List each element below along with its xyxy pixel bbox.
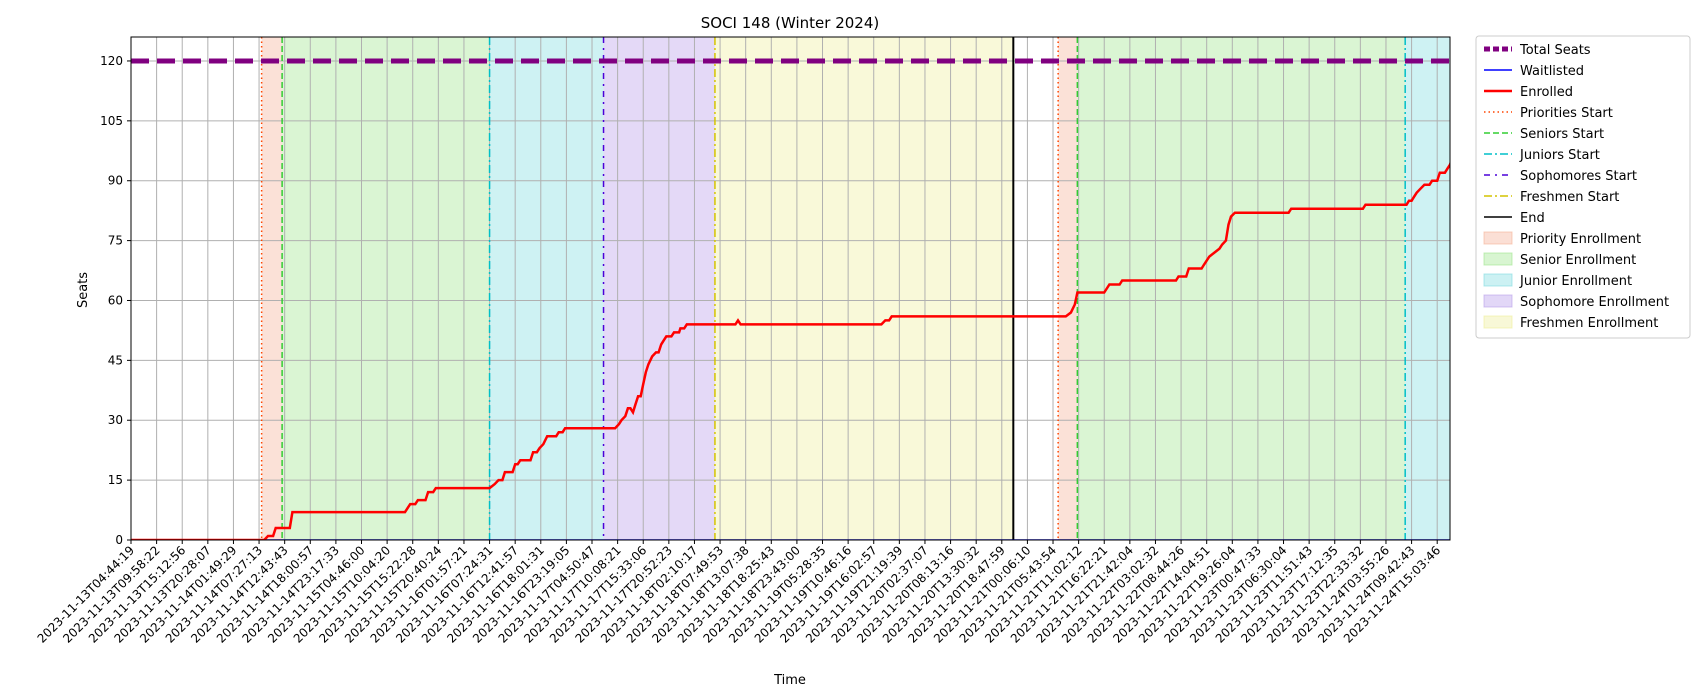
phase-region-0 bbox=[261, 37, 283, 540]
phase-markers bbox=[260, 37, 1406, 540]
y-tick-label-7: 105 bbox=[100, 114, 123, 128]
legend-label-senior-enrollment: Senior Enrollment bbox=[1520, 253, 1636, 268]
phase-region-2 bbox=[489, 37, 604, 540]
legend-label-total-seats: Total Seats bbox=[1519, 43, 1591, 58]
x-axis-title: Time bbox=[773, 673, 806, 688]
y-tick-label-3: 45 bbox=[108, 353, 123, 367]
legend-label-end: End bbox=[1520, 211, 1545, 226]
y-tick-label-6: 90 bbox=[108, 174, 123, 188]
legend-label-waitlisted: Waitlisted bbox=[1520, 64, 1584, 79]
y-tick-label-1: 15 bbox=[108, 473, 123, 487]
phase-region-3 bbox=[603, 37, 715, 540]
y-tick-label-8: 120 bbox=[100, 54, 123, 68]
legend-swatch-junior-enrollment bbox=[1483, 273, 1513, 287]
legend-label-freshmen-start: Freshmen Start bbox=[1520, 190, 1619, 205]
y-tick-label-4: 60 bbox=[108, 293, 123, 307]
legend: Total Seats Waitlisted Enrolled Priorities … bbox=[1475, 35, 1691, 339]
series bbox=[131, 58, 1450, 540]
y-tick-label-2: 30 bbox=[108, 413, 123, 427]
legend-label-junior-enrollment: Junior Enrollment bbox=[1519, 274, 1632, 289]
legend-label-freshmen-enrollment: Freshmen Enrollment bbox=[1520, 316, 1658, 331]
legend-label-seniors-start: Seniors Start bbox=[1520, 127, 1604, 142]
y-tick-label-5: 75 bbox=[108, 234, 123, 248]
chart-title: SOCI 148 (Winter 2024) bbox=[701, 14, 880, 32]
legend-swatch-sophomore-enrollment bbox=[1483, 294, 1513, 308]
y-tick-label-0: 0 bbox=[115, 533, 123, 547]
legend-swatch-senior-enrollment bbox=[1483, 252, 1513, 266]
legend-swatch-priority-enrollment bbox=[1483, 231, 1513, 245]
phase-region-1 bbox=[282, 37, 490, 540]
phase-region-4 bbox=[714, 37, 1014, 540]
legend-label-enrolled: Enrolled bbox=[1520, 85, 1573, 100]
y-axis-title: Seats bbox=[76, 272, 91, 308]
legend-label-sophomore-enrollment: Sophomore Enrollment bbox=[1520, 295, 1669, 310]
phase-region-6 bbox=[1077, 37, 1406, 540]
legend-label-priorities-start: Priorities Start bbox=[1520, 106, 1613, 121]
legend-label-priority-enrollment: Priority Enrollment bbox=[1520, 232, 1641, 247]
legend-label-sophomores-start: Sophomores Start bbox=[1520, 169, 1637, 184]
phase-region-5 bbox=[1058, 37, 1078, 540]
legend-frame bbox=[1475, 35, 1691, 339]
legend-label-juniors-start: Juniors Start bbox=[1519, 148, 1600, 163]
phase-regions bbox=[261, 37, 1450, 540]
series-enrolled bbox=[131, 160, 1450, 540]
plot-frame bbox=[130, 36, 1451, 541]
legend-swatch-freshmen-enrollment bbox=[1483, 315, 1513, 329]
axes: 01530456075901051202023-11-13T04:44:1920… bbox=[35, 36, 1451, 646]
